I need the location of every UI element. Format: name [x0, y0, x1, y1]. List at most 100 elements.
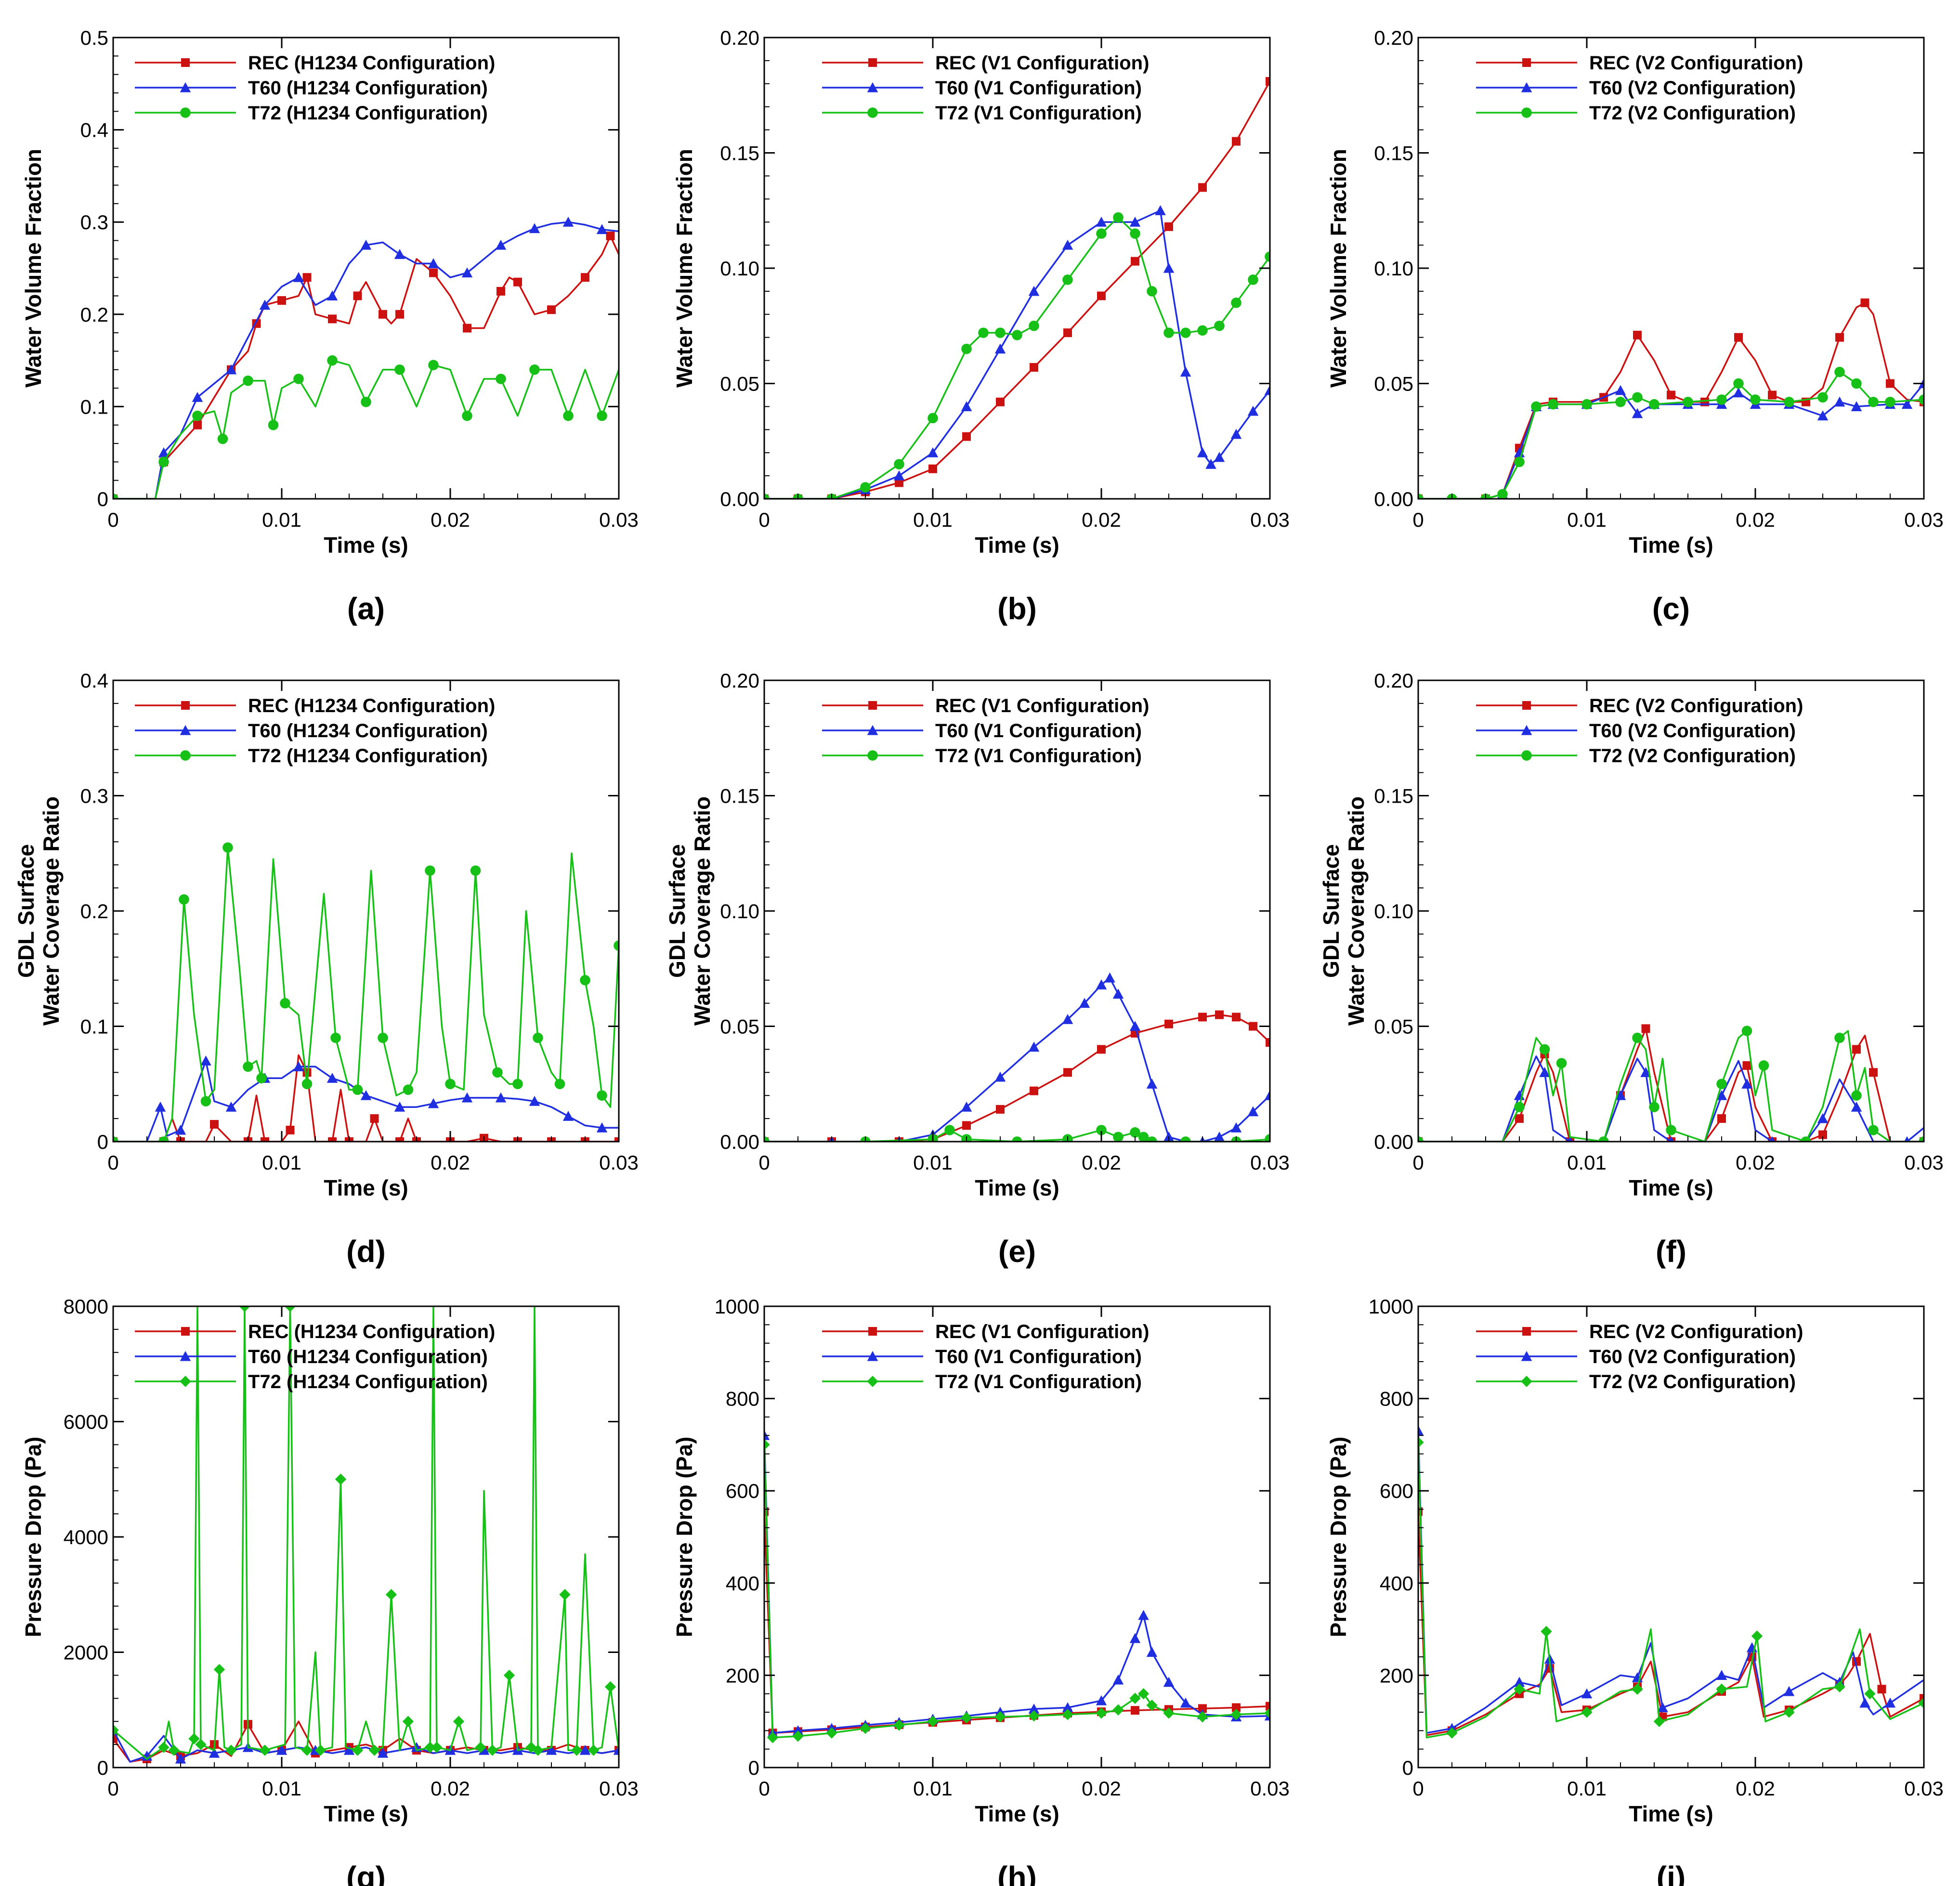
data-point	[1817, 410, 1829, 421]
chart-panel-e: 0 0.01 0.02 0.03 0.00 0.05 0.10 0.15 0.20 Time (s…	[665, 669, 1290, 1269]
data-point	[1198, 1704, 1207, 1713]
data-point	[1096, 228, 1107, 239]
data-point	[996, 397, 1005, 406]
data-point	[1232, 1013, 1241, 1022]
data-point	[1851, 1090, 1862, 1101]
data-point	[1129, 216, 1141, 227]
data-point	[1097, 1045, 1106, 1054]
series-3	[1418, 366, 1924, 499]
data-point	[394, 1101, 405, 1112]
data-point	[1012, 330, 1022, 340]
series-line	[113, 1060, 619, 1142]
data-point	[962, 1121, 971, 1130]
series-line	[764, 1511, 1270, 1734]
series-1	[1418, 298, 1924, 499]
data-point	[314, 1744, 327, 1756]
legend-label: REC (H1234 Configuration)	[248, 52, 495, 74]
data-point	[1868, 397, 1879, 407]
data-point	[826, 1727, 837, 1739]
x-tick-label: 0.03	[1250, 508, 1290, 531]
data-point	[1514, 1677, 1525, 1687]
data-point	[1581, 399, 1592, 410]
data-point	[1096, 216, 1107, 227]
data-point	[1514, 1102, 1525, 1112]
data-point	[175, 1124, 186, 1135]
data-point	[1750, 394, 1761, 405]
legend-marker	[181, 701, 190, 710]
x-tick-label: 0	[758, 1151, 770, 1174]
x-axis-label: Time (s)	[324, 1175, 408, 1200]
x-tick-label: 0.03	[599, 1777, 639, 1800]
data-point	[1851, 401, 1862, 411]
chart-panel-f: 0 0.01 0.02 0.03 0.00 0.05 0.10 0.15 0.20 Time (s…	[1319, 669, 1944, 1269]
data-point	[1769, 1136, 1776, 1142]
data-point	[280, 998, 290, 1009]
legend-label: T60 (V1 Configuration)	[935, 720, 1142, 741]
series-2	[1418, 1425, 1924, 1734]
y-tick-label: 600	[726, 1480, 759, 1502]
data-point	[1163, 327, 1174, 338]
data-point	[256, 1073, 267, 1084]
data-point	[1104, 972, 1115, 983]
series-line	[764, 1444, 1270, 1739]
data-point	[1230, 1122, 1242, 1132]
data-point	[1683, 397, 1693, 407]
panel-label: (c)	[1652, 591, 1690, 626]
data-point	[378, 1032, 388, 1043]
data-point	[1548, 399, 1558, 410]
x-tick-label: 0	[1412, 1151, 1424, 1174]
data-point	[1028, 1710, 1040, 1722]
data-point	[1581, 1706, 1593, 1718]
data-point	[512, 1079, 523, 1090]
data-point	[222, 842, 233, 853]
y-tick-label: 0.00	[1374, 1131, 1413, 1153]
data-point	[327, 290, 338, 301]
data-point	[1097, 291, 1106, 300]
data-point	[1653, 1716, 1665, 1727]
y-tick-label: 4000	[64, 1526, 108, 1548]
data-point	[994, 343, 1006, 354]
legend-marker	[1522, 701, 1531, 710]
data-point	[1751, 1630, 1763, 1642]
legend-marker	[180, 1376, 191, 1387]
data-point	[532, 1744, 544, 1756]
x-tick-label: 0.03	[1904, 1151, 1944, 1174]
legend-marker	[867, 1376, 878, 1387]
data-point	[1734, 333, 1743, 342]
y-tick-label: 0	[748, 1756, 759, 1779]
legend-label: T72 (H1234 Configuration)	[248, 745, 488, 767]
legend-marker	[867, 1351, 878, 1361]
data-point	[860, 482, 871, 493]
data-point	[1266, 77, 1270, 86]
data-point	[928, 464, 937, 473]
legend-label: REC (V1 Configuration)	[935, 1321, 1149, 1342]
data-point	[614, 940, 619, 951]
y-axis-label: Water Volume Fraction	[21, 149, 46, 388]
data-point	[1112, 1704, 1124, 1716]
y-tick-label: 0	[97, 488, 108, 510]
y-tick-label: 0.05	[720, 373, 759, 395]
series-1	[764, 77, 1270, 499]
y-tick-label: 0.20	[720, 26, 759, 49]
data-point	[1147, 286, 1157, 297]
series-3	[113, 1306, 619, 1760]
x-tick-label: 0.01	[913, 1151, 953, 1174]
y-axis-label: Pressure Drop (Pa)	[1326, 1437, 1351, 1638]
data-point	[113, 1136, 118, 1142]
data-point	[360, 1090, 372, 1100]
y-tick-label: 0.10	[720, 257, 759, 280]
y-tick-label: 0.10	[1374, 257, 1413, 280]
data-point	[547, 305, 556, 314]
data-point	[1030, 363, 1038, 372]
series-line	[1418, 383, 1924, 499]
data-point	[179, 894, 189, 905]
y-tick-label: 1000	[715, 1295, 759, 1318]
data-point	[996, 1105, 1005, 1114]
y-axis-label: Water Coverage Ratio	[1344, 796, 1369, 1026]
y-tick-label: 0.20	[1374, 669, 1413, 692]
data-point	[1632, 392, 1643, 403]
legend-marker	[180, 1351, 191, 1361]
data-point	[1232, 137, 1241, 146]
data-point	[1205, 458, 1216, 469]
data-point	[343, 1744, 355, 1755]
